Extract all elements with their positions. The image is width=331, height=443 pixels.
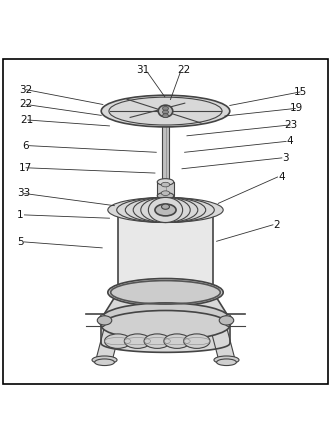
Polygon shape <box>157 182 174 196</box>
Ellipse shape <box>157 179 174 185</box>
Ellipse shape <box>148 198 183 222</box>
Polygon shape <box>208 320 235 358</box>
Ellipse shape <box>141 198 190 222</box>
Text: 22: 22 <box>19 100 32 109</box>
Text: 17: 17 <box>19 163 32 173</box>
Text: 32: 32 <box>19 85 32 95</box>
Text: 2: 2 <box>274 220 280 230</box>
Ellipse shape <box>124 334 151 348</box>
Ellipse shape <box>163 106 168 110</box>
Text: 15: 15 <box>294 87 307 97</box>
Text: 22: 22 <box>177 65 190 75</box>
Text: 33: 33 <box>17 188 30 198</box>
Ellipse shape <box>164 334 190 348</box>
Text: 21: 21 <box>21 115 34 125</box>
Polygon shape <box>162 116 169 207</box>
Ellipse shape <box>144 334 170 348</box>
Polygon shape <box>163 196 168 207</box>
Ellipse shape <box>214 356 239 364</box>
Ellipse shape <box>157 193 174 199</box>
Text: 31: 31 <box>136 65 149 75</box>
Ellipse shape <box>118 281 213 304</box>
Ellipse shape <box>163 114 168 118</box>
Ellipse shape <box>92 356 117 364</box>
Ellipse shape <box>161 182 170 187</box>
Text: 19: 19 <box>289 104 303 113</box>
Ellipse shape <box>105 334 131 348</box>
Text: 23: 23 <box>284 120 297 130</box>
Ellipse shape <box>118 198 213 222</box>
Text: 4: 4 <box>287 136 293 146</box>
Text: 1: 1 <box>17 210 24 220</box>
Ellipse shape <box>125 198 206 222</box>
Ellipse shape <box>108 198 223 222</box>
Ellipse shape <box>101 311 230 340</box>
Ellipse shape <box>95 359 115 365</box>
Text: 5: 5 <box>17 237 24 247</box>
Ellipse shape <box>117 198 214 222</box>
Ellipse shape <box>155 204 176 216</box>
Polygon shape <box>101 325 230 352</box>
Polygon shape <box>96 320 123 358</box>
Ellipse shape <box>108 279 223 306</box>
Ellipse shape <box>216 359 236 365</box>
Ellipse shape <box>99 315 107 326</box>
Ellipse shape <box>101 303 230 334</box>
Ellipse shape <box>158 105 173 117</box>
Ellipse shape <box>97 316 112 325</box>
Ellipse shape <box>219 316 234 325</box>
Text: 3: 3 <box>282 153 289 163</box>
Polygon shape <box>118 210 213 292</box>
Text: 6: 6 <box>22 141 29 151</box>
Ellipse shape <box>101 95 230 127</box>
Ellipse shape <box>133 198 198 222</box>
Text: 4: 4 <box>278 172 285 182</box>
Ellipse shape <box>162 204 169 209</box>
Ellipse shape <box>163 110 168 114</box>
Ellipse shape <box>184 334 210 348</box>
Ellipse shape <box>224 315 232 326</box>
Ellipse shape <box>161 191 170 195</box>
Polygon shape <box>101 292 230 319</box>
